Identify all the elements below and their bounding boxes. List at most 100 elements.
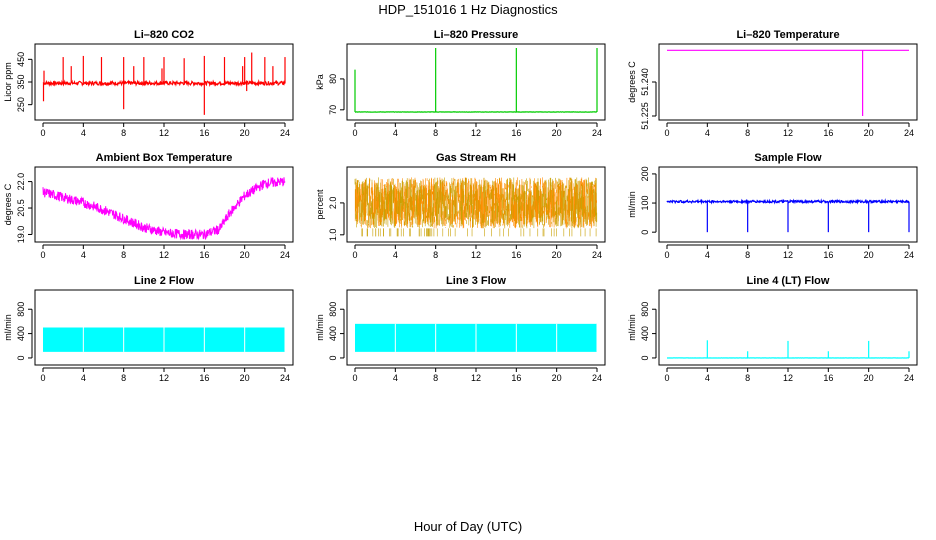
x-tick-label: 20 <box>240 250 250 260</box>
panel-data <box>354 48 598 113</box>
y-tick-label: 450 <box>16 52 26 67</box>
y-tick-label: 350 <box>16 74 26 89</box>
y-tick-label: 400 <box>328 326 338 341</box>
x-tick-label: 20 <box>240 128 250 138</box>
panel-title: Li–820 CO2 <box>134 29 194 41</box>
y-axis-label: percent <box>315 189 325 220</box>
x-tick-label: 12 <box>471 250 481 260</box>
y-tick-label: 20.5 <box>16 199 26 217</box>
x-tick-label: 8 <box>433 128 438 138</box>
panel-data <box>666 198 910 233</box>
x-tick-label: 16 <box>823 373 833 383</box>
panel-data <box>43 327 286 352</box>
y-tick-label: 0 <box>640 355 650 360</box>
x-tick-label: 20 <box>864 373 874 383</box>
y-tick-label: 0 <box>16 355 26 360</box>
panel-data <box>42 52 286 115</box>
y-tick-label: 70 <box>328 105 338 115</box>
y-tick-label: 400 <box>640 326 650 341</box>
y-tick-label: 1.0 <box>328 229 338 242</box>
series-line <box>42 79 286 88</box>
x-tick-label: 24 <box>592 128 602 138</box>
y-tick-label: 51.240 <box>640 68 650 96</box>
x-tick-label: 20 <box>552 250 562 260</box>
panel-frame <box>658 166 918 243</box>
x-tick-label: 12 <box>471 128 481 138</box>
x-tick-label: 0 <box>40 373 45 383</box>
x-tick-label: 24 <box>280 128 290 138</box>
x-tick-label: 12 <box>159 128 169 138</box>
figure-title: HDP_151016 1 Hz Diagnostics <box>378 2 558 17</box>
y-tick-label: 800 <box>16 302 26 317</box>
x-tick-label: 0 <box>664 128 669 138</box>
x-tick-label: 24 <box>904 373 914 383</box>
panel-frame <box>346 289 606 366</box>
x-tick-label: 16 <box>511 250 521 260</box>
panel-data <box>354 177 598 237</box>
panel-title: Line 4 (LT) Flow <box>747 275 830 287</box>
panel-frame <box>34 43 294 121</box>
y-axis-label: ml/min <box>627 191 637 218</box>
x-tick-label: 4 <box>81 373 86 383</box>
x-tick-label: 24 <box>592 373 602 383</box>
x-tick-label: 4 <box>705 128 710 138</box>
x-tick-label: 4 <box>705 373 710 383</box>
y-axis-label: ml/min <box>627 314 637 341</box>
x-tick-label: 0 <box>352 373 357 383</box>
panel-frame <box>346 166 606 243</box>
y-tick-label: 80 <box>328 74 338 84</box>
x-tick-label: 12 <box>159 373 169 383</box>
x-tick-label: 16 <box>823 128 833 138</box>
y-tick-label: 0 <box>328 355 338 360</box>
y-axis-label: Licor ppm <box>3 62 13 102</box>
panel-4: Ambient Box Temperature 0 4 8 12 16 20 24 19.0 20… <box>3 152 294 260</box>
x-tick-label: 4 <box>81 128 86 138</box>
x-tick-label: 12 <box>159 250 169 260</box>
x-tick-label: 16 <box>199 373 209 383</box>
x-tick-label: 0 <box>664 373 669 383</box>
x-tick-label: 4 <box>705 250 710 260</box>
x-tick-label: 24 <box>280 373 290 383</box>
x-tick-label: 8 <box>745 250 750 260</box>
panel-title: Sample Flow <box>754 152 822 164</box>
x-tick-label: 20 <box>864 128 874 138</box>
x-tick-label: 4 <box>393 373 398 383</box>
x-tick-label: 0 <box>352 128 357 138</box>
panel-title: Ambient Box Temperature <box>96 152 233 164</box>
x-tick-label: 16 <box>511 128 521 138</box>
panel-data <box>667 49 909 116</box>
figure-xlabel: Hour of Day (UTC) <box>414 519 522 534</box>
panel-data <box>42 176 286 241</box>
x-tick-label: 8 <box>433 250 438 260</box>
x-tick-label: 12 <box>471 373 481 383</box>
y-tick-label: 0 <box>640 230 650 235</box>
x-tick-label: 12 <box>783 250 793 260</box>
panel-3: Li–820 Temperature 0 4 8 12 16 20 24 51.225 51.24… <box>627 29 918 138</box>
y-axis-label: degrees C <box>3 183 13 225</box>
x-tick-label: 0 <box>352 250 357 260</box>
x-tick-label: 0 <box>40 250 45 260</box>
x-tick-label: 8 <box>433 373 438 383</box>
y-axis-label: degrees C <box>627 61 637 103</box>
y-tick-label: 51.225 <box>640 102 650 130</box>
x-tick-label: 20 <box>552 128 562 138</box>
panel-frame <box>34 289 294 366</box>
panel-frame <box>346 43 606 121</box>
panel-title: Gas Stream RH <box>436 152 516 164</box>
panel-data <box>667 340 910 359</box>
y-tick-label: 400 <box>16 326 26 341</box>
panel-frame <box>658 43 918 121</box>
x-tick-label: 16 <box>823 250 833 260</box>
panel-title: Li–820 Temperature <box>736 29 839 41</box>
y-tick-label: 800 <box>328 302 338 317</box>
x-tick-label: 16 <box>199 250 209 260</box>
x-tick-label: 24 <box>904 250 914 260</box>
